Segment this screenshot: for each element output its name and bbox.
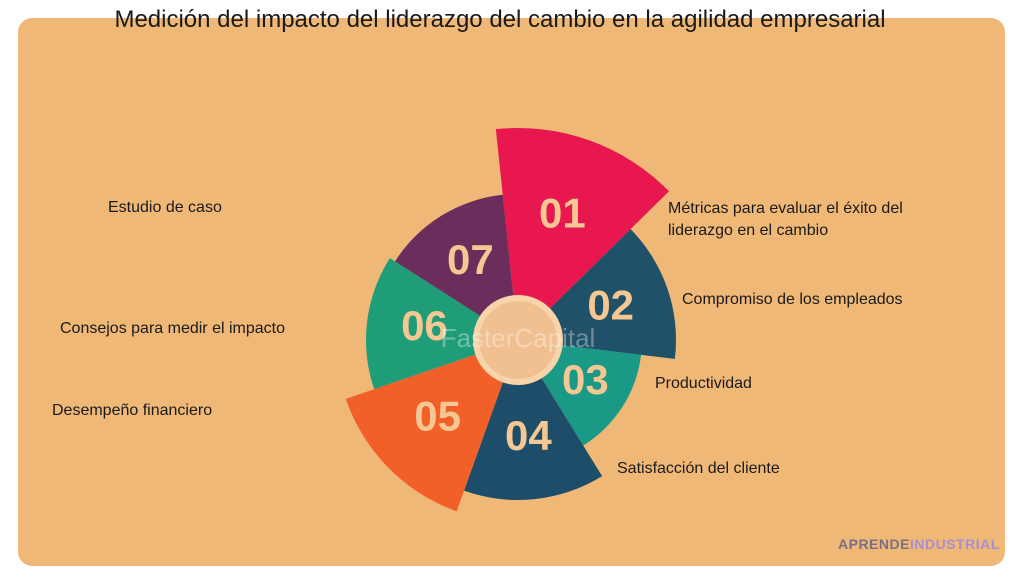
watermark: FasterCapital [441,323,596,353]
brand-first: APRENDE [838,536,910,552]
segment-label: Desempeño financiero [52,402,213,419]
segment [394,194,518,340]
segment [495,128,670,340]
brand: APRENDEINDUSTRIAL [838,536,1000,552]
segment-number: 03 [562,356,609,403]
segment-label: Consejos para medir el impacto [60,320,285,337]
segment-label: Estudio de caso [108,199,222,216]
title: Medición del impacto del liderazgo del c… [114,6,886,33]
segment [345,340,518,512]
segment [464,340,603,500]
hub [473,295,563,385]
segment-number: 02 [587,281,634,328]
segment-number: 06 [401,302,448,349]
segment [366,258,518,390]
segment-number: 07 [447,236,494,283]
brand-second: INDUSTRIAL [909,536,1000,552]
segment-number: 05 [414,392,461,439]
segment-label: Compromiso de los empleados [682,291,903,308]
segment-number: 04 [505,412,552,459]
segment-label: Satisfacción del cliente [617,460,780,477]
segment-label: Productividad [655,375,752,392]
segment-label: Métricas para evaluar el éxito del lider… [668,200,903,239]
segment-number: 01 [539,189,586,236]
